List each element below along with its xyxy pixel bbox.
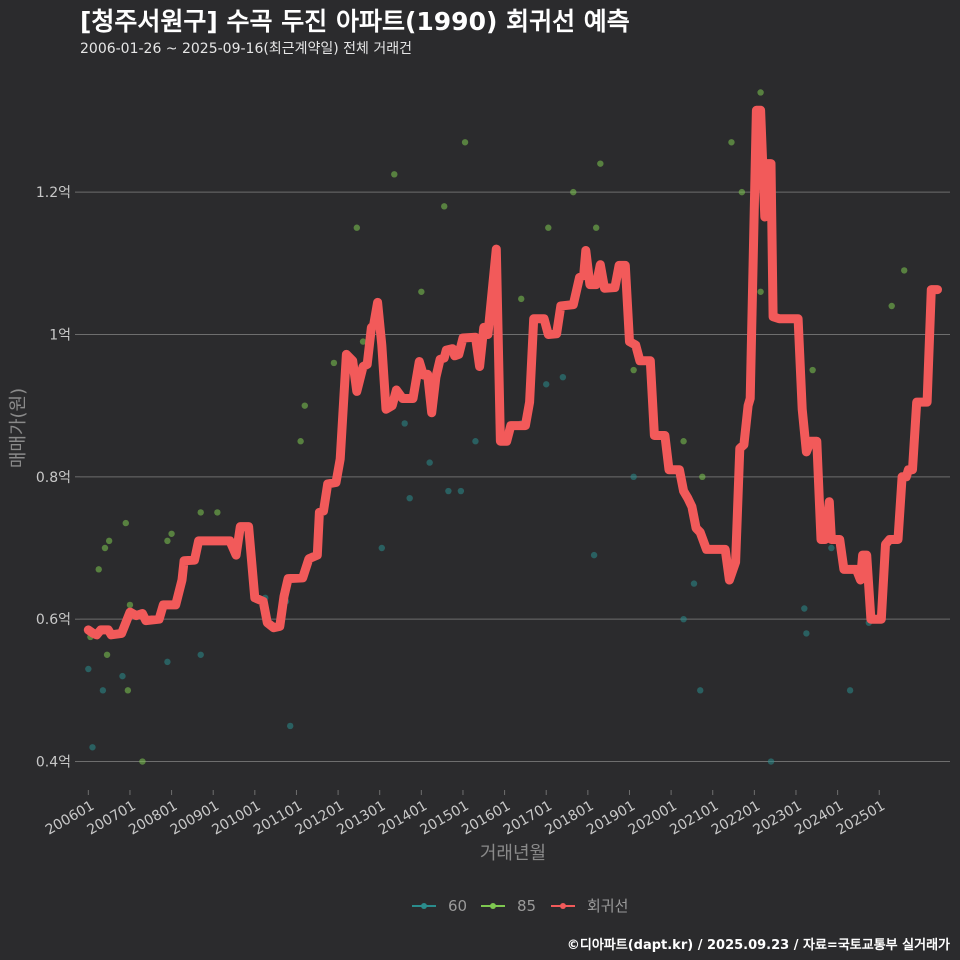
y-axis-ticks: 0.4억 0.6억 0.8억 1억 1.2억 (36, 185, 80, 771)
point-85 (330, 359, 338, 367)
chart-subtitle: 2006-01-26 ~ 2025-09-16(최근계약일) 전체 거래건 (80, 41, 412, 57)
point-60 (119, 672, 126, 680)
point-85 (728, 139, 735, 146)
point-85 (122, 519, 129, 527)
regression-line-layer (83, 105, 942, 640)
point-60 (680, 615, 687, 623)
point-60 (99, 687, 107, 694)
legend: 60 85 회귀선 (412, 897, 628, 915)
point-60 (164, 658, 171, 666)
point-60 (767, 758, 775, 765)
point-85 (105, 537, 113, 545)
point-60 (401, 420, 408, 427)
point-85 (680, 438, 687, 445)
legend-swatch-dot (560, 903, 566, 909)
point-85 (301, 402, 308, 409)
point-60 (457, 487, 465, 495)
point-85 (738, 188, 746, 196)
point-60 (559, 373, 567, 381)
point-85 (757, 89, 764, 96)
point-85 (757, 288, 764, 295)
x-axis-ticks: 2006012007012008012009012010012011012012… (43, 790, 888, 838)
y-axis-title: 매매가(원) (8, 388, 29, 468)
point-60 (801, 605, 808, 612)
point-85 (168, 530, 175, 537)
regression-line (83, 105, 942, 640)
point-85 (391, 171, 398, 178)
point-85 (214, 509, 221, 516)
y-tick-label: 0.6억 (36, 612, 71, 628)
point-60 (828, 544, 835, 552)
point-60 (378, 544, 385, 552)
point-85 (461, 139, 469, 146)
chart-title: [청주서원구] 수곡 두진 아파트(1990) 회귀선 예측 (80, 7, 630, 36)
point-60 (426, 459, 433, 466)
legend-swatch-dot (490, 903, 496, 909)
legend-swatch-dot (421, 903, 427, 909)
y-tick-label: 1.2억 (36, 185, 71, 201)
point-60 (846, 687, 854, 694)
point-85 (353, 224, 361, 231)
point-60 (690, 580, 698, 587)
legend-label: 85 (517, 897, 536, 915)
point-60 (543, 381, 550, 388)
point-85 (297, 438, 304, 445)
gridlines (80, 191, 950, 763)
x-axis-title: 거래년월 (480, 843, 546, 864)
point-60 (590, 551, 598, 559)
scatter-points (85, 89, 908, 765)
point-85 (124, 687, 132, 694)
point-85 (441, 203, 448, 210)
point-60 (85, 665, 92, 673)
y-tick-label: 0.8억 (36, 470, 71, 486)
point-85 (545, 224, 552, 231)
point-60 (406, 494, 413, 502)
point-60 (697, 687, 704, 694)
point-85 (101, 544, 109, 552)
point-85 (809, 366, 816, 374)
point-85 (126, 601, 134, 609)
point-85 (518, 295, 525, 303)
legend-label: 회귀선 (587, 897, 628, 915)
point-85 (359, 338, 367, 345)
point-60 (630, 473, 637, 481)
point-60 (472, 438, 479, 445)
point-85 (103, 651, 111, 658)
point-85 (197, 509, 204, 516)
point-85 (630, 366, 637, 374)
point-85 (901, 267, 908, 274)
point-85 (95, 566, 102, 573)
source-caption: ©디아파트(dapt.kr) / 2025.09.23 / 자료=국토교통부 실… (566, 938, 950, 953)
point-85 (597, 160, 604, 167)
point-85 (570, 188, 577, 196)
point-60 (803, 630, 810, 637)
point-60 (197, 651, 204, 658)
point-60 (287, 722, 294, 730)
point-85 (592, 224, 600, 231)
y-tick-label: 1억 (49, 327, 71, 343)
point-85 (699, 473, 706, 481)
point-85 (418, 288, 425, 295)
point-85 (139, 758, 146, 765)
point-60 (445, 487, 452, 495)
y-tick-label: 0.4억 (36, 755, 71, 771)
point-85 (888, 302, 895, 310)
point-85 (164, 537, 171, 545)
legend-label: 60 (448, 897, 467, 915)
point-60 (89, 744, 96, 751)
